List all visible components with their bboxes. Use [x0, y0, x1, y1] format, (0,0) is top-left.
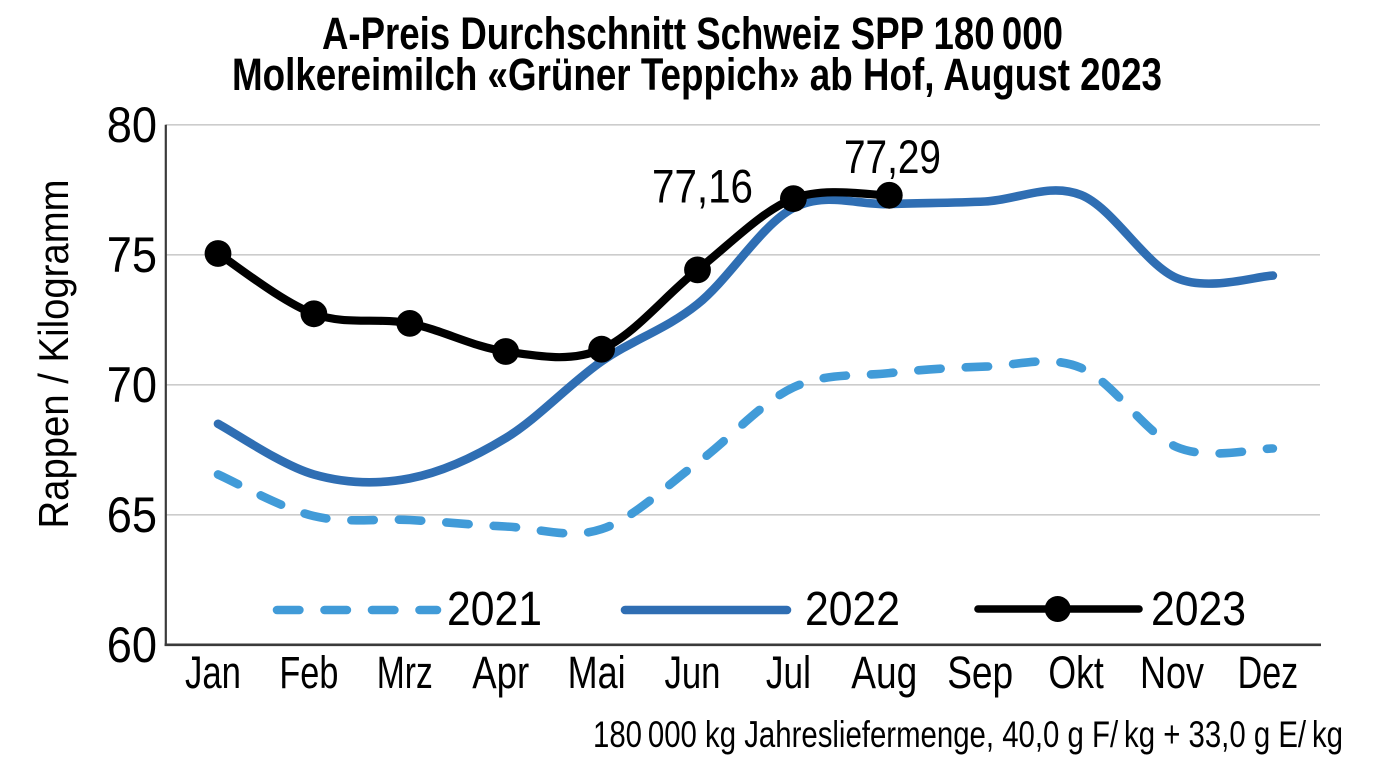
svg-text:70: 70: [107, 356, 157, 413]
svg-text:2021: 2021: [447, 582, 542, 636]
svg-text:Nov: Nov: [1140, 647, 1204, 698]
svg-text:Mrz: Mrz: [377, 647, 433, 698]
svg-text:180 000 kg Jahresliefermenge,: 180 000 kg Jahresliefermenge, 40,0 g F/ …: [593, 714, 1343, 755]
svg-text:Rappen / Kilogramm: Rappen / Kilogramm: [30, 180, 77, 529]
svg-text:2022: 2022: [805, 582, 900, 636]
svg-text:Sep: Sep: [947, 647, 1013, 698]
svg-text:80: 80: [107, 96, 157, 153]
svg-text:60: 60: [107, 616, 157, 673]
svg-text:65: 65: [107, 486, 157, 543]
svg-text:Feb: Feb: [279, 647, 338, 698]
svg-text:Dez: Dez: [1238, 647, 1299, 698]
svg-text:Okt: Okt: [1048, 647, 1104, 698]
svg-text:Apr: Apr: [472, 647, 529, 698]
svg-text:Jul: Jul: [766, 647, 811, 698]
svg-text:Jun: Jun: [665, 647, 721, 698]
svg-text:77,16: 77,16: [652, 161, 753, 214]
svg-text:2023: 2023: [1151, 582, 1246, 636]
svg-text:Jan: Jan: [185, 647, 241, 698]
svg-text:Mai: Mai: [568, 647, 626, 698]
svg-text:Molkereimilch «Grüner Teppich»: Molkereimilch «Grüner Teppich» ab Hof, A…: [232, 49, 1162, 100]
svg-text:Aug: Aug: [851, 647, 917, 698]
svg-text:77,29: 77,29: [844, 131, 941, 184]
svg-text:A-Preis Durchschnitt Schweiz S: A-Preis Durchschnitt Schweiz SPP 180 000: [322, 8, 1063, 59]
svg-text:75: 75: [107, 226, 157, 283]
